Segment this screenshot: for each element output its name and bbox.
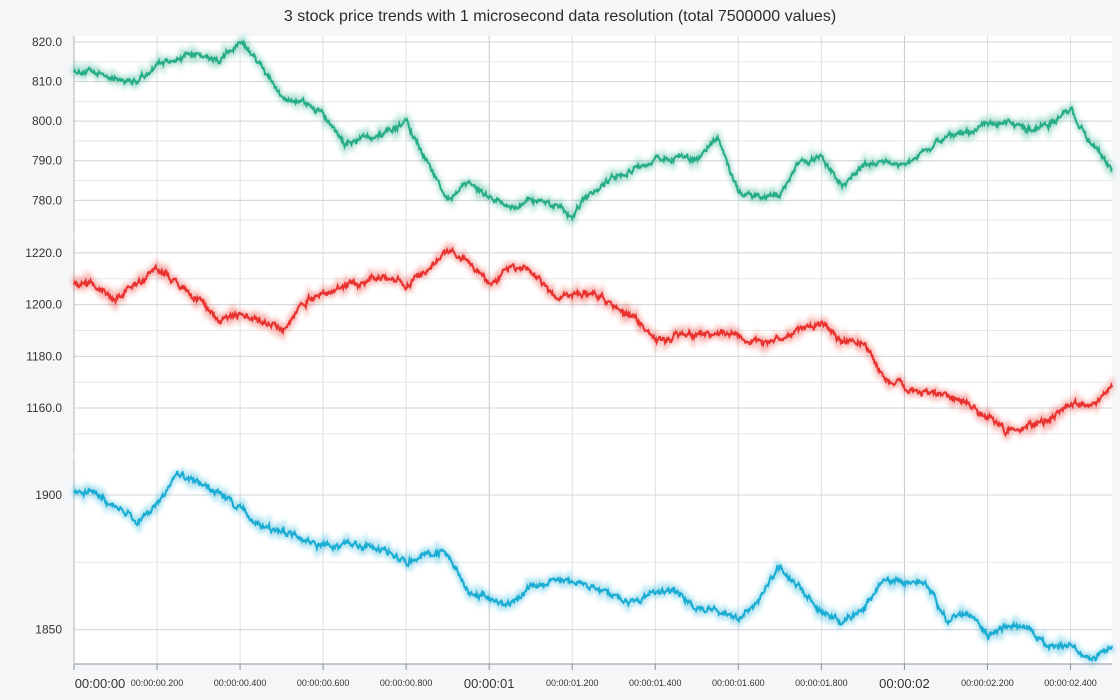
x-tick-label: 00:00:00.200 xyxy=(131,678,184,688)
x-tick-label: 00:00:01 xyxy=(464,676,515,691)
x-tick-label: 00:00:00.600 xyxy=(297,678,350,688)
x-tick-label: 00:00:01.400 xyxy=(629,678,682,688)
series-line xyxy=(73,38,1113,222)
series-line xyxy=(73,246,1113,438)
series-line xyxy=(73,470,1113,663)
y-tick-label: 820.0 xyxy=(32,35,62,49)
x-tick-label: 00:00:02 xyxy=(879,676,930,691)
y-tick-label: 780.0 xyxy=(32,193,62,207)
x-tick-label: 00:00:00.400 xyxy=(214,678,267,688)
y-tick-label: 1160.0 xyxy=(26,401,62,415)
chart-title: 3 stock price trends with 1 microsecond … xyxy=(283,8,837,25)
y-tick-label: 1180.0 xyxy=(26,349,62,363)
y-tick-label: 1200.0 xyxy=(25,298,62,312)
y-tick-label: 800.0 xyxy=(32,114,62,128)
y-tick-label: 810.0 xyxy=(32,75,62,89)
x-tick-label: 00:00:00.800 xyxy=(380,678,433,688)
y-tick-label: 1850 xyxy=(35,623,62,637)
x-tick-label: 00:00:01.800 xyxy=(795,678,848,688)
x-tick-label: 00:00:01.600 xyxy=(712,678,765,688)
x-tick-label: 00:00:01.200 xyxy=(546,678,599,688)
x-tick-label: 00:00:02.400 xyxy=(1044,678,1097,688)
x-tick-label: 00:00:00 xyxy=(75,676,126,691)
y-tick-label: 790.0 xyxy=(32,154,62,168)
y-tick-label: 1900 xyxy=(35,488,62,502)
x-tick-label: 00:00:02.200 xyxy=(961,678,1014,688)
y-tick-label: 1220.0 xyxy=(25,246,62,260)
